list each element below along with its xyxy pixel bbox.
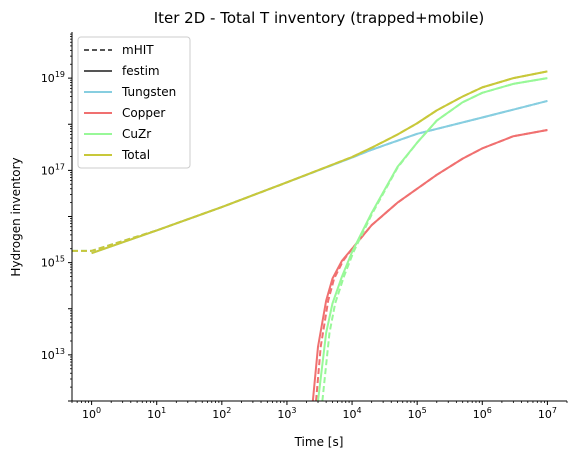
- series-line-total-mhit: [72, 70, 548, 252]
- y-tick-label: 1015: [41, 255, 65, 270]
- y-axis-label: Hydrogen inventory: [9, 157, 23, 276]
- x-axis-label: Time [s]: [294, 435, 344, 449]
- x-tick-label: 105: [408, 406, 427, 421]
- x-tick-label: 102: [212, 406, 231, 421]
- x-tick-label: 101: [147, 406, 166, 421]
- x-tick-label: 103: [277, 406, 296, 421]
- x-tick-label: 107: [538, 406, 557, 421]
- y-ticks: 1013 1015 1017 1019: [41, 33, 72, 402]
- legend-label-festim: festim: [122, 64, 160, 78]
- series-line-cuzr-mhit: [321, 77, 548, 401]
- x-tick-label: 104: [343, 406, 362, 421]
- legend-label-mhit: mHIT: [122, 43, 154, 57]
- series-line-copper-festim: [311, 129, 548, 401]
- chart-title: Iter 2D - Total T inventory (trapped+mob…: [154, 9, 485, 27]
- legend-label-copper: Copper: [122, 106, 165, 120]
- y-tick-label: 1013: [41, 347, 65, 362]
- legend: mHIT festim Tungsten Copper CuZr Total: [77, 36, 191, 169]
- x-tick-label: 100: [82, 406, 101, 421]
- x-ticks: 100 101 102 103 104 105 106 107: [71, 401, 568, 421]
- legend-label-cuzr: CuZr: [122, 127, 151, 141]
- legend-label-total: Total: [121, 148, 150, 162]
- y-tick-label: 1019: [41, 70, 65, 85]
- series-line-copper-mhit: [315, 129, 548, 401]
- series-layer: [72, 70, 548, 401]
- legend-label-tungsten: Tungsten: [121, 85, 176, 99]
- legend-box: [77, 36, 191, 169]
- x-tick-label: 106: [473, 406, 492, 421]
- y-tick-label: 1017: [41, 162, 65, 177]
